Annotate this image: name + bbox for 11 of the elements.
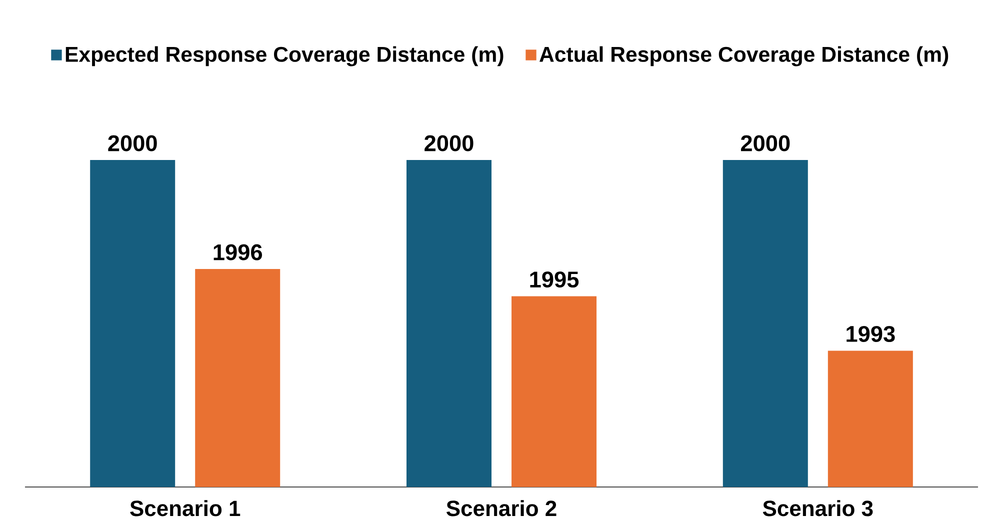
data-label: 2000	[108, 135, 157, 152]
data-label: 1996	[214, 244, 262, 260]
x-tick-label: Scenario 2	[446, 500, 556, 516]
legend-label: Actual Response Coverage Distance (m)	[540, 46, 948, 66]
data-label: 1995	[530, 271, 579, 288]
x-tick-label: Scenario 1	[130, 500, 240, 516]
data-label: 2000	[424, 135, 474, 152]
data-label: 2000	[740, 135, 790, 152]
data-label: 1993	[846, 326, 895, 342]
legend-label: Expected Response Coverage Distance (m)	[66, 46, 504, 66]
x-tick-label: Scenario 3	[762, 500, 873, 516]
